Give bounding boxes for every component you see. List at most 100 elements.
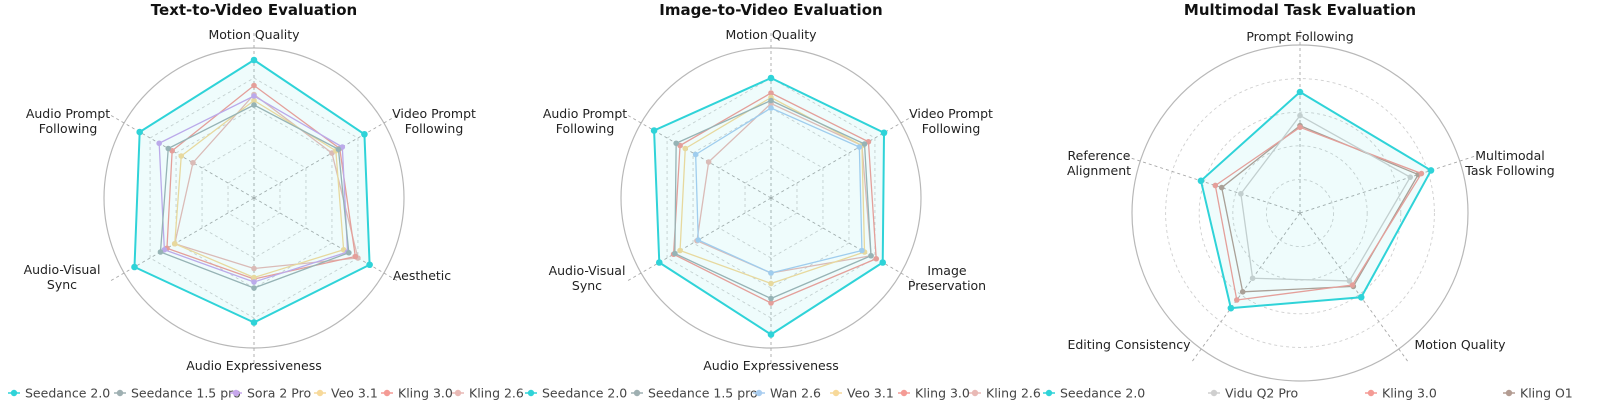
data-point bbox=[677, 247, 683, 254]
radar-chart-image-to-video-evaluation: Image-to-Video Evaluation Motion Quality V… bbox=[543, 1, 993, 373]
data-point bbox=[861, 141, 868, 147]
data-point bbox=[768, 90, 774, 96]
legend-item-kling-3-0: Kling 3.0 bbox=[381, 386, 453, 401]
axis-label-audio-visual-sync: Audio-Visual Sync bbox=[549, 263, 626, 293]
data-point bbox=[190, 159, 196, 166]
legend-marker bbox=[1045, 389, 1053, 397]
series-seedance-2-0 bbox=[131, 56, 373, 326]
legend-marker bbox=[1505, 389, 1513, 397]
axis-label-multimodal-task-following: Multimodal Task Following bbox=[1464, 148, 1555, 178]
legend-item-kling-2-6: Kling 2.6 bbox=[969, 386, 1041, 401]
chart-title: Image-to-Video Evaluation bbox=[659, 1, 882, 19]
data-point bbox=[655, 259, 663, 266]
data-point bbox=[157, 249, 164, 255]
legend-item-veo-3-1: Veo 3.1 bbox=[314, 386, 378, 401]
data-point bbox=[768, 270, 774, 276]
data-point bbox=[705, 159, 712, 165]
axis-label-image-preservation: Image Preservation bbox=[908, 263, 986, 293]
data-point bbox=[1346, 278, 1353, 284]
data-point bbox=[768, 97, 774, 104]
axis-label-audio-prompt-following: Audio Prompt Following bbox=[543, 106, 627, 136]
data-point bbox=[672, 250, 678, 257]
legend-item-seedance-1-5-pro: Seedance 1.5 pro bbox=[114, 386, 241, 401]
axis-label-motion-quality: Motion Quality bbox=[208, 27, 300, 42]
data-point bbox=[156, 140, 162, 147]
data-point bbox=[1234, 297, 1240, 303]
series-line bbox=[1240, 114, 1411, 282]
legend-label: Seedance 2.0 bbox=[1060, 386, 1145, 401]
data-point bbox=[859, 247, 865, 254]
data-point bbox=[1418, 170, 1425, 177]
chart-title: Multimodal Task Evaluation bbox=[1184, 1, 1416, 19]
legend-item-seedance-2-0: Seedance 2.0 bbox=[8, 386, 110, 401]
axis-spoke bbox=[1191, 212, 1301, 363]
data-point bbox=[767, 74, 775, 82]
data-point bbox=[1238, 190, 1244, 197]
legend-item-seedance-1-5-pro: Seedance 1.5 pro bbox=[631, 386, 758, 401]
data-point bbox=[1357, 293, 1365, 301]
data-point bbox=[1239, 289, 1246, 295]
legend-label: Seedance 2.0 bbox=[25, 386, 110, 401]
axis-label-video-prompt-following: Video Prompt Following bbox=[909, 106, 993, 136]
axis-label-motion-quality: Motion Quality bbox=[1414, 337, 1506, 352]
legend-item-seedance-2-0: Seedance 2.0 bbox=[1043, 386, 1145, 401]
data-point bbox=[673, 140, 679, 147]
data-point bbox=[1296, 88, 1304, 96]
data-point bbox=[352, 253, 359, 260]
series-seedance-2-0 bbox=[650, 74, 888, 338]
axis-label-editing-consistency: Editing Consistency bbox=[1067, 337, 1191, 352]
series-line bbox=[1199, 91, 1433, 310]
data-point bbox=[868, 252, 874, 259]
axis-spoke bbox=[1124, 155, 1301, 214]
series-kling-3-0 bbox=[1212, 124, 1425, 303]
data-point bbox=[879, 259, 887, 266]
legend-marker bbox=[316, 389, 324, 397]
grid bbox=[1124, 28, 1476, 363]
data-point bbox=[1349, 282, 1356, 288]
legend-label: Seedance 2.0 bbox=[542, 386, 627, 401]
data-point bbox=[251, 82, 257, 89]
data-point bbox=[136, 128, 143, 136]
data-point bbox=[767, 331, 775, 338]
legend-marker bbox=[900, 389, 908, 397]
grid bbox=[627, 33, 915, 363]
legend-label: Sora 2 Pro bbox=[247, 386, 311, 401]
data-point bbox=[768, 300, 774, 306]
series-line bbox=[133, 59, 371, 324]
legend-marker bbox=[1210, 389, 1218, 397]
axis-label-video-prompt-following: Video Prompt Following bbox=[392, 106, 476, 136]
legend-item-kling-2-6: Kling 2.6 bbox=[452, 386, 524, 401]
data-point bbox=[1197, 177, 1205, 185]
series-group bbox=[131, 56, 373, 326]
legend-marker bbox=[232, 389, 240, 397]
data-point bbox=[695, 237, 702, 243]
axis-label-motion-quality: Motion Quality bbox=[725, 27, 817, 42]
data-point bbox=[165, 145, 172, 152]
data-point bbox=[682, 145, 689, 152]
legend-marker bbox=[971, 389, 979, 397]
data-point bbox=[251, 102, 257, 108]
legend-label: Wan 2.6 bbox=[770, 386, 821, 401]
legend-item-sora-2-pro: Sora 2 Pro bbox=[230, 386, 311, 401]
data-point bbox=[1227, 304, 1235, 312]
legend-label: Kling 3.0 bbox=[1382, 386, 1437, 401]
legend-marker bbox=[454, 389, 462, 397]
series-kling-o1 bbox=[1218, 122, 1422, 295]
legend-label: Seedance 1.5 pro bbox=[131, 386, 241, 401]
legend-item-wan-2-6: Wan 2.6 bbox=[753, 386, 821, 401]
legend-marker bbox=[633, 389, 641, 397]
legend-label: Kling 2.6 bbox=[469, 386, 524, 401]
data-point bbox=[650, 127, 658, 134]
axis-label-audio-expressiveness: Audio Expressiveness bbox=[186, 358, 322, 373]
series-line bbox=[1221, 124, 1419, 293]
data-point bbox=[361, 130, 368, 138]
series-group bbox=[650, 74, 888, 338]
legend-marker bbox=[1367, 389, 1375, 397]
data-point bbox=[251, 279, 257, 285]
legend-label: Kling 2.6 bbox=[986, 386, 1041, 401]
data-point bbox=[366, 261, 373, 269]
data-point bbox=[251, 285, 257, 291]
series-group bbox=[1197, 88, 1435, 312]
series-vidu-q2-pro bbox=[1238, 112, 1414, 284]
